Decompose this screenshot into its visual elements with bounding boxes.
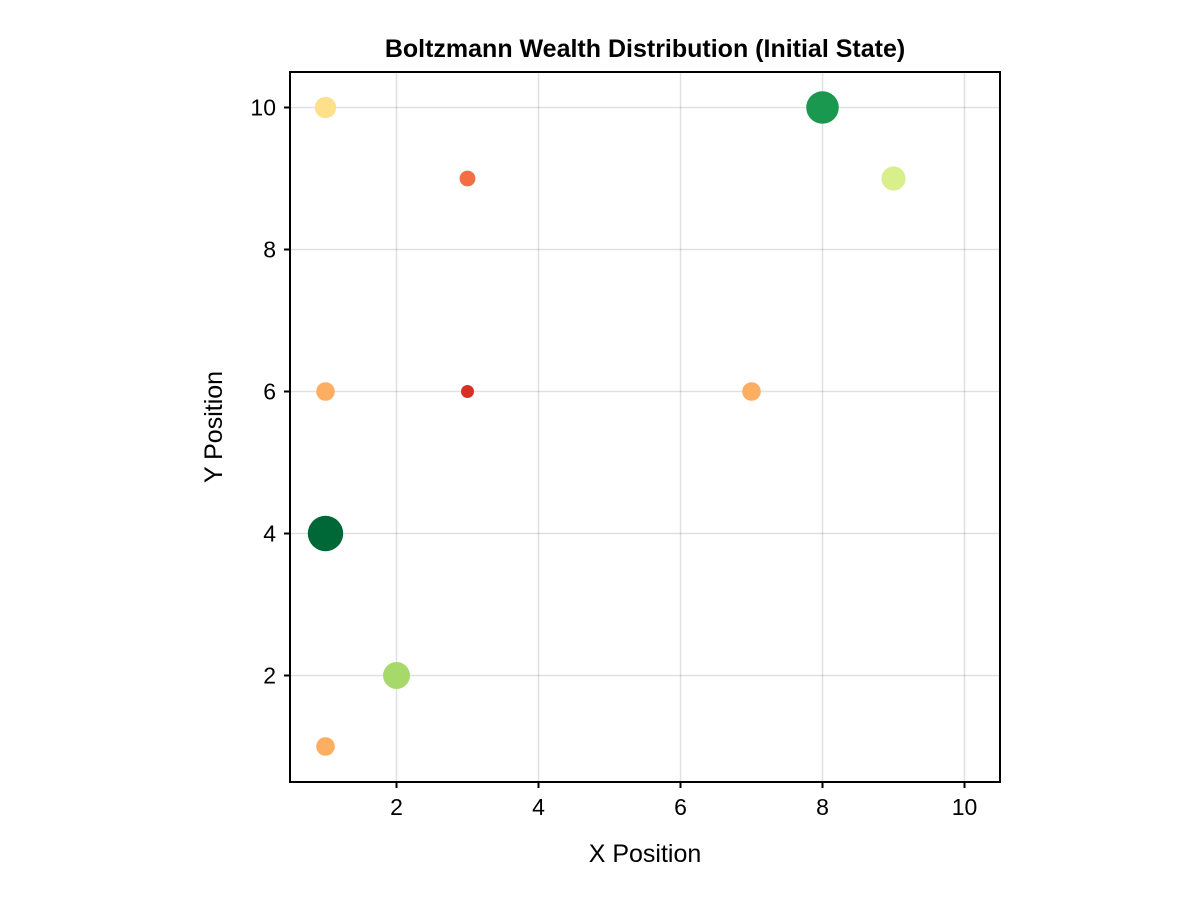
data-points [307, 91, 906, 756]
x-tick-label: 4 [532, 794, 545, 820]
data-point [806, 91, 839, 124]
data-point [316, 382, 335, 401]
data-point [742, 382, 761, 401]
y-tick-label: 2 [263, 663, 276, 689]
chart-title: Boltzmann Wealth Distribution (Initial S… [385, 35, 905, 63]
data-point [881, 166, 906, 191]
x-tick-label: 6 [674, 794, 687, 820]
plot-frame [289, 71, 1001, 783]
y-tick-label: 4 [263, 521, 276, 547]
data-point [316, 737, 335, 756]
data-point [314, 96, 337, 119]
y-tick-label: 6 [263, 379, 276, 405]
y-tick-label: 8 [263, 237, 276, 263]
data-point [461, 385, 474, 398]
data-point [383, 662, 410, 689]
x-axis-label: X Position [589, 840, 702, 868]
axis-ticks: 2 4 6 8 10 2 4 6 8 10 [250, 95, 977, 821]
x-tick-label: 10 [952, 794, 978, 820]
y-tick-label: 10 [250, 95, 276, 121]
x-tick-label: 2 [390, 794, 403, 820]
x-tick-label: 8 [816, 794, 829, 820]
y-axis-label: Y Position [200, 371, 228, 483]
data-point [307, 515, 344, 552]
data-point [459, 170, 476, 187]
